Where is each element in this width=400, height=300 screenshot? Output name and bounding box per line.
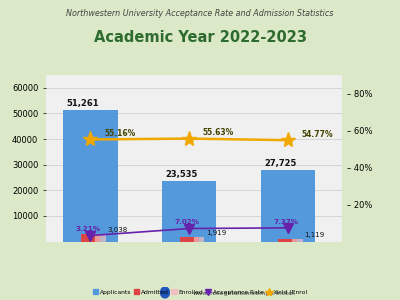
Bar bbox=[278, 238, 297, 242]
Text: 3.21%: 3.21% bbox=[76, 226, 101, 232]
Text: 55.16%: 55.16% bbox=[104, 129, 136, 138]
Bar bbox=[162, 181, 216, 242]
Bar bbox=[261, 170, 315, 242]
Bar bbox=[81, 234, 100, 242]
Text: CTC: CTC bbox=[161, 290, 169, 295]
Text: 7.02%: 7.02% bbox=[174, 219, 200, 225]
Text: 55.63%: 55.63% bbox=[203, 128, 234, 137]
Text: 1,919: 1,919 bbox=[206, 230, 226, 236]
Text: 54.77%: 54.77% bbox=[302, 130, 333, 139]
Text: 27,725: 27,725 bbox=[264, 159, 296, 168]
Text: Academic Year 2022-2023: Academic Year 2022-2023 bbox=[94, 30, 306, 45]
Bar bbox=[180, 237, 198, 242]
Bar bbox=[95, 234, 106, 242]
Bar bbox=[194, 237, 204, 242]
Text: www.collegetuitioncompare.com: www.collegetuitioncompare.com bbox=[192, 291, 296, 296]
Text: 3,038: 3,038 bbox=[107, 227, 128, 233]
Bar bbox=[63, 110, 118, 242]
Legend: Applicants, Admitted, Enrolled, Acceptance Rate, Yield (Enrol: Applicants, Admitted, Enrolled, Acceptan… bbox=[90, 287, 310, 297]
Text: 23,535: 23,535 bbox=[165, 170, 198, 179]
Text: 1,119: 1,119 bbox=[304, 232, 325, 238]
Bar bbox=[292, 238, 303, 242]
Text: Northwestern University Acceptance Rate and Admission Statistics: Northwestern University Acceptance Rate … bbox=[66, 9, 334, 18]
Circle shape bbox=[160, 287, 170, 298]
Text: 7.37%: 7.37% bbox=[273, 219, 298, 225]
Text: 51,261: 51,261 bbox=[67, 99, 99, 108]
